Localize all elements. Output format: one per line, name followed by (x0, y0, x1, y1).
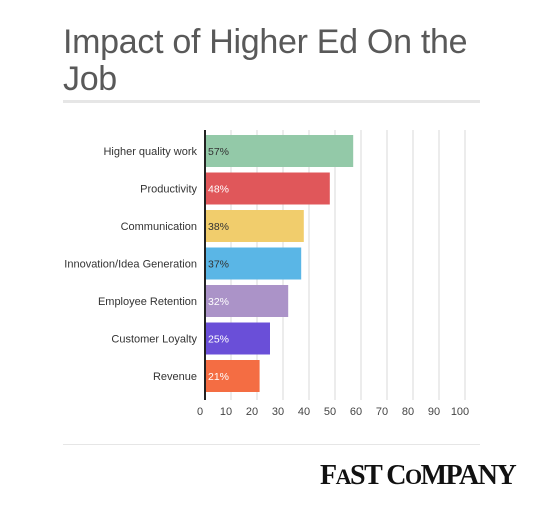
x-tick-label: 30 (272, 406, 284, 418)
bars (205, 135, 354, 392)
chart-title: Impact of Higher Ed On the Job (63, 23, 468, 98)
category-label: Productivity (140, 184, 197, 196)
data-label: 32% (208, 296, 229, 308)
data-label: 21% (208, 371, 229, 383)
footer-divider (63, 444, 480, 445)
bar (205, 135, 354, 167)
data-label: 25% (208, 334, 229, 346)
x-tick-label: 10 (220, 406, 232, 418)
bar (205, 210, 304, 242)
fast-company-logo: FAST COMPANY (320, 460, 517, 491)
category-label: Higher quality work (103, 146, 197, 158)
x-tick-label: 60 (350, 406, 362, 418)
bar (205, 285, 289, 317)
data-label: 37% (208, 259, 229, 271)
x-tick-label: 50 (324, 406, 336, 418)
x-tick-label: 0 (197, 406, 203, 418)
bar (205, 172, 330, 205)
x-tick-label: 90 (428, 406, 440, 418)
category-labels: Higher quality work Productivity Communica… (64, 146, 197, 383)
bar (205, 360, 260, 392)
category-label: Revenue (153, 371, 197, 383)
bar (205, 247, 302, 280)
data-label: 48% (208, 184, 229, 196)
x-tick-label: 100 (451, 406, 469, 418)
x-tick-label: 20 (246, 406, 258, 418)
x-tick-label: 70 (376, 406, 388, 418)
x-tick-labels: 0 10 20 30 40 50 60 70 80 90 100 (197, 406, 469, 418)
data-label: 38% (208, 221, 229, 233)
category-label: Employee Retention (98, 296, 197, 308)
category-label: Customer Loyalty (111, 334, 197, 346)
bar (205, 322, 270, 355)
x-tick-label: 40 (298, 406, 310, 418)
data-labels: 57% 48% 38% 37% 32% 25% 21% (208, 146, 229, 383)
x-tick-label: 80 (402, 406, 414, 418)
category-label: Innovation/Idea Generation (64, 259, 197, 271)
title-divider (63, 100, 480, 103)
data-label: 57% (208, 146, 229, 158)
category-label: Communication (121, 221, 197, 233)
